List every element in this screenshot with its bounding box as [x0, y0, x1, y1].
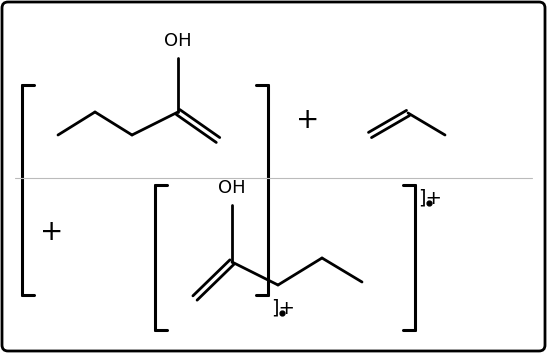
Text: OH: OH [164, 32, 192, 50]
Text: +: + [40, 218, 63, 246]
Text: ]+: ]+ [271, 298, 295, 317]
Text: +: + [296, 106, 319, 134]
Text: ]+: ]+ [418, 188, 442, 207]
Text: OH: OH [218, 179, 246, 197]
